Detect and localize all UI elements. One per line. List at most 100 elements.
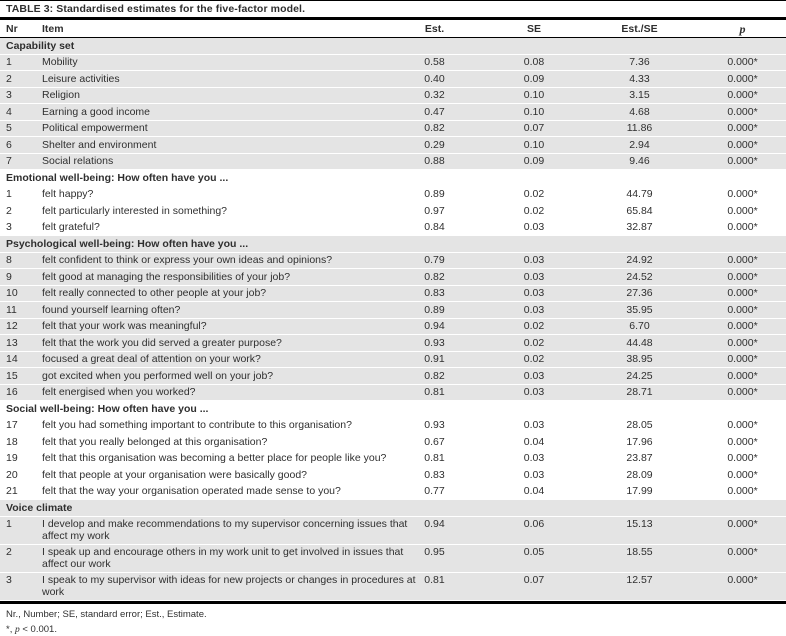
cell-estse: 17.99 bbox=[586, 483, 693, 500]
cell-estse: 28.05 bbox=[586, 417, 693, 434]
cell-estse: 3.15 bbox=[586, 87, 693, 104]
footnote-significance-symbol: p bbox=[14, 624, 20, 635]
cell-item: found yourself learning often? bbox=[42, 301, 387, 319]
column-header-est-se: Est./SE bbox=[586, 20, 693, 38]
table-row: 1 felt happy? 0.89 0.02 44.79 0.000* bbox=[0, 186, 786, 203]
cell-se: 0.04 bbox=[482, 483, 586, 500]
cell-p: 0.000* bbox=[693, 186, 786, 203]
cell-estse: 12.57 bbox=[586, 572, 693, 601]
cell-nr: 21 bbox=[0, 483, 42, 500]
cell-se: 0.03 bbox=[482, 384, 586, 401]
header-row: Nr Item Est. SE Est./SE p bbox=[0, 20, 786, 38]
cell-se: 0.02 bbox=[482, 351, 586, 368]
cell-est: 0.81 bbox=[387, 384, 482, 401]
cell-estse: 35.95 bbox=[586, 301, 693, 319]
cell-se: 0.03 bbox=[482, 252, 586, 269]
cell-nr: 3 bbox=[0, 572, 42, 601]
cell-se: 0.05 bbox=[482, 544, 586, 573]
cell-nr: 2 bbox=[0, 202, 42, 220]
cell-se: 0.03 bbox=[482, 450, 586, 467]
estimates-table: Nr Item Est. SE Est./SE p Capability set… bbox=[0, 20, 786, 601]
cell-estse: 44.48 bbox=[586, 334, 693, 352]
cell-nr: 15 bbox=[0, 367, 42, 385]
cell-nr: 16 bbox=[0, 384, 42, 401]
cell-p: 0.000* bbox=[693, 268, 786, 286]
cell-nr: 6 bbox=[0, 136, 42, 154]
cell-nr: 10 bbox=[0, 285, 42, 302]
column-header-est: Est. bbox=[387, 20, 482, 38]
cell-nr: 1 bbox=[0, 516, 42, 545]
cell-item: got excited when you performed well on y… bbox=[42, 367, 387, 385]
table-row: 6 Shelter and environment 0.29 0.10 2.94 0.00… bbox=[0, 136, 786, 154]
cell-se: 0.09 bbox=[482, 70, 586, 88]
cell-item: felt that the way your organisation oper… bbox=[42, 483, 387, 500]
cell-p: 0.000* bbox=[693, 318, 786, 335]
cell-item: felt grateful? bbox=[42, 219, 387, 236]
cell-item: felt energised when you worked? bbox=[42, 384, 387, 401]
cell-nr: 2 bbox=[0, 70, 42, 88]
table-row: 7 Social relations 0.88 0.09 9.46 0.000* bbox=[0, 153, 786, 170]
cell-estse: 7.36 bbox=[586, 54, 693, 71]
cell-se: 0.07 bbox=[482, 120, 586, 137]
cell-est: 0.97 bbox=[387, 202, 482, 220]
cell-p: 0.000* bbox=[693, 544, 786, 573]
cell-se: 0.06 bbox=[482, 516, 586, 545]
cell-nr: 3 bbox=[0, 219, 42, 236]
cell-se: 0.10 bbox=[482, 136, 586, 154]
cell-item: felt that you really belonged at this or… bbox=[42, 433, 387, 451]
cell-est: 0.94 bbox=[387, 318, 482, 335]
cell-se: 0.07 bbox=[482, 572, 586, 601]
table-row: 2 felt particularly interested in somethi… bbox=[0, 202, 786, 220]
section-header-row: Psychological well-being: How often have… bbox=[0, 235, 786, 253]
cell-est: 0.81 bbox=[387, 572, 482, 601]
cell-est: 0.77 bbox=[387, 483, 482, 500]
cell-est: 0.84 bbox=[387, 219, 482, 236]
table-row: 19 felt that this organisation was becomi… bbox=[0, 450, 786, 467]
cell-estse: 28.71 bbox=[586, 384, 693, 401]
cell-p: 0.000* bbox=[693, 120, 786, 137]
cell-est: 0.95 bbox=[387, 544, 482, 573]
cell-est: 0.81 bbox=[387, 450, 482, 467]
cell-item: felt that your work was meaningful? bbox=[42, 318, 387, 335]
cell-se: 0.03 bbox=[482, 466, 586, 484]
column-header-item: Item bbox=[42, 20, 387, 38]
cell-p: 0.000* bbox=[693, 285, 786, 302]
table-body: Capability set 1 Mobility 0.58 0.08 7.36 0.000… bbox=[0, 37, 786, 601]
cell-item: Political empowerment bbox=[42, 120, 387, 137]
cell-se: 0.10 bbox=[482, 103, 586, 121]
cell-nr: 9 bbox=[0, 268, 42, 286]
footnotes: Nr., Number; SE, standard error; Est., E… bbox=[0, 604, 786, 636]
cell-est: 0.40 bbox=[387, 70, 482, 88]
cell-estse: 15.13 bbox=[586, 516, 693, 545]
cell-nr: 14 bbox=[0, 351, 42, 368]
cell-p: 0.000* bbox=[693, 301, 786, 319]
cell-p: 0.000* bbox=[693, 572, 786, 601]
footnote-significance-prefix: *, bbox=[6, 623, 15, 635]
cell-est: 0.88 bbox=[387, 153, 482, 170]
cell-estse: 24.92 bbox=[586, 252, 693, 269]
cell-se: 0.03 bbox=[482, 367, 586, 385]
cell-nr: 1 bbox=[0, 54, 42, 71]
cell-nr: 4 bbox=[0, 103, 42, 121]
cell-p: 0.000* bbox=[693, 516, 786, 545]
cell-estse: 18.55 bbox=[586, 544, 693, 573]
cell-nr: 3 bbox=[0, 87, 42, 104]
table-row: 18 felt that you really belonged at this … bbox=[0, 433, 786, 451]
cell-p: 0.000* bbox=[693, 87, 786, 104]
cell-item: felt that this organisation was becoming… bbox=[42, 450, 387, 467]
cell-item: Leisure activities bbox=[42, 70, 387, 88]
title-rule bbox=[0, 17, 786, 20]
cell-item: felt particularly interested in somethin… bbox=[42, 202, 387, 220]
cell-estse: 24.25 bbox=[586, 367, 693, 385]
table-header: Nr Item Est. SE Est./SE p bbox=[0, 20, 786, 38]
cell-item: felt you had something important to cont… bbox=[42, 417, 387, 434]
cell-estse: 38.95 bbox=[586, 351, 693, 368]
table-row: 5 Political empowerment 0.82 0.07 11.86 0.000… bbox=[0, 120, 786, 137]
section-header-label: Psychological well-being: How often have… bbox=[0, 235, 786, 253]
table-row: 15 got excited when you performed well on… bbox=[0, 367, 786, 385]
cell-est: 0.93 bbox=[387, 417, 482, 434]
cell-est: 0.83 bbox=[387, 466, 482, 484]
cell-estse: 27.36 bbox=[586, 285, 693, 302]
table-row: 9 felt good at managing the responsibilit… bbox=[0, 268, 786, 286]
cell-estse: 44.79 bbox=[586, 186, 693, 203]
